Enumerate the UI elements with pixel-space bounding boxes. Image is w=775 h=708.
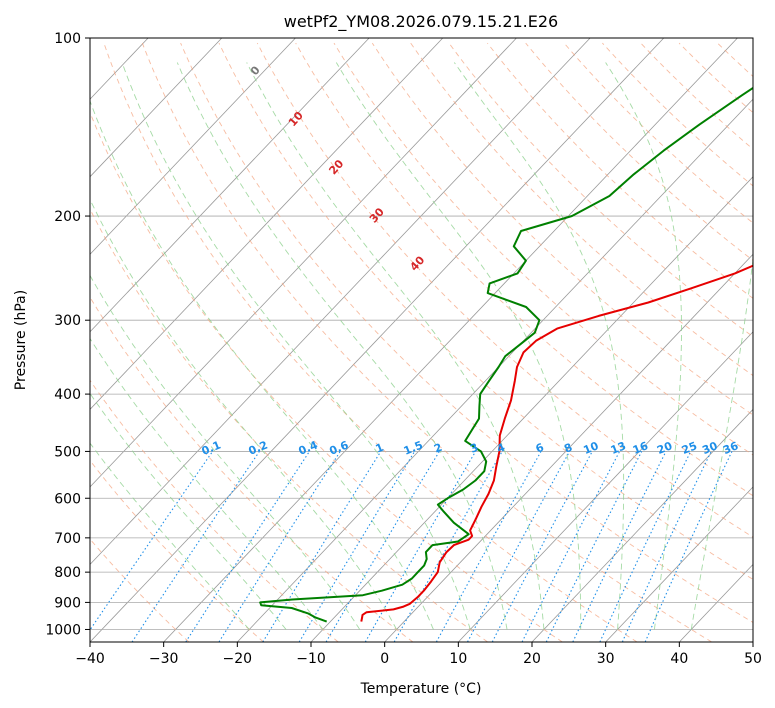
isotherm-line xyxy=(90,38,296,255)
y-tick-label: 1000 xyxy=(45,622,81,638)
x-tick-label: −30 xyxy=(149,651,179,667)
moist-adiabat-line xyxy=(90,99,434,630)
x-tick-label: −10 xyxy=(296,651,326,667)
mixing-ratio-label: 10 xyxy=(581,439,600,457)
dry-adiabat-line xyxy=(218,42,753,580)
y-tick-label: 300 xyxy=(54,313,81,329)
plot-frame xyxy=(89,37,754,643)
y-tick-label: 800 xyxy=(54,565,81,581)
axes: −40 −30 −20 −10 0 10 20 30 40 50 1000 900 800 700 600 5… xyxy=(45,31,762,667)
dry-adiabat-line xyxy=(333,42,753,456)
dry-adiabat-line xyxy=(256,42,753,538)
profile-lines xyxy=(259,86,753,623)
x-axis-title: Temperature (°C) xyxy=(360,681,482,697)
mixing-ratio-line xyxy=(521,451,621,642)
chart-title: wetPf2_YM08.2026.079.15.21.E26 xyxy=(284,12,558,32)
dry-adiabat-line xyxy=(90,459,264,642)
mixing-ratio-label: 8 xyxy=(562,441,574,456)
x-tick-label: 20 xyxy=(523,651,541,667)
isotherm-line xyxy=(531,408,753,642)
mixing-ratio-label: 36 xyxy=(721,439,740,457)
mixing-ratio-label: 13 xyxy=(609,439,628,457)
mixing-ratio-line xyxy=(393,451,503,642)
isotherm-line xyxy=(163,38,738,642)
dry-adiabat-line xyxy=(180,42,753,623)
y-tick-label: 500 xyxy=(54,444,81,460)
y-tick-label: 700 xyxy=(54,531,81,547)
mixing-ratio-line xyxy=(298,451,416,642)
isotherm-line xyxy=(458,331,753,642)
mixing-ratio-line xyxy=(467,451,571,642)
mixing-ratio-line xyxy=(218,451,341,642)
mixing-ratio-line xyxy=(185,451,310,642)
moist-adiabat-line xyxy=(90,274,361,630)
isotherm-line xyxy=(310,176,753,642)
dry-adiabat-line xyxy=(90,111,563,642)
moist-adiabat-line xyxy=(690,62,753,630)
isotherm-line xyxy=(90,38,591,566)
moist-adiabat-line xyxy=(90,337,324,630)
x-tick-label: −40 xyxy=(75,651,105,667)
mixing-ratio-label: 2 xyxy=(432,441,444,456)
isotherm-line xyxy=(90,38,665,642)
x-tick-label: 50 xyxy=(744,651,762,667)
y-tick-label: 100 xyxy=(54,31,81,47)
isotherm-line xyxy=(605,486,753,642)
mixing-ratio-label: 30 xyxy=(700,439,719,457)
y-tick-label: 400 xyxy=(54,387,81,403)
moist-adiabat-line xyxy=(90,198,397,630)
moist-adiabat-line xyxy=(246,62,545,630)
mixing-ratio-line xyxy=(435,451,542,642)
y-tick-label: 900 xyxy=(54,595,81,611)
mixing-ratio-line xyxy=(90,451,214,631)
mixing-ratio-line xyxy=(262,451,382,642)
mixing-ratio-label: 1 xyxy=(374,441,386,456)
dry-adiabat-line xyxy=(90,208,488,642)
background-lines xyxy=(90,38,753,642)
moist-adiabat-line xyxy=(121,62,471,630)
mixing-ratio-label: 20 xyxy=(655,439,674,457)
x-tick-label: 40 xyxy=(670,651,688,667)
x-tick-label: −20 xyxy=(223,651,253,667)
moist-adiabat-line xyxy=(453,62,625,630)
mixing-ratio-line xyxy=(545,451,643,642)
temperature-profile-line xyxy=(360,264,753,622)
isotherm-line xyxy=(90,38,517,488)
dry-adiabat-line xyxy=(141,42,712,642)
moist-adiabat-line xyxy=(176,62,508,630)
y-tick-label: 600 xyxy=(54,491,81,507)
mixing-ratio-label: 3 xyxy=(468,441,480,456)
y-axis-title: Pressure (hPa) xyxy=(13,290,29,390)
dry-adiabat-line xyxy=(448,42,753,338)
moist-adiabat-line xyxy=(605,62,682,630)
isotherm-line xyxy=(90,38,444,410)
y-tick-label: 200 xyxy=(54,209,81,225)
x-tick-label: 30 xyxy=(597,651,615,667)
moist-adiabat-line xyxy=(90,392,287,630)
x-tick-label: 0 xyxy=(380,651,389,667)
dry-adiabat-line xyxy=(410,42,753,377)
mixing-ratio-line xyxy=(644,451,733,642)
mixing-ratio-line xyxy=(131,451,260,642)
moist-adiabat-line xyxy=(90,442,250,630)
isotherm-line xyxy=(90,38,223,178)
dry-adiabat-line xyxy=(90,296,414,642)
dry-adiabat-line xyxy=(103,42,638,642)
isotherm-line xyxy=(384,253,753,642)
mixing-ratio-label: 25 xyxy=(680,439,699,457)
dewpoint-profile-line xyxy=(259,86,753,623)
x-tick-label: 10 xyxy=(449,651,467,667)
mixing-ratio-label: 16 xyxy=(631,439,650,457)
isotherm-line xyxy=(90,38,370,333)
dry-adiabat-line xyxy=(295,42,753,497)
